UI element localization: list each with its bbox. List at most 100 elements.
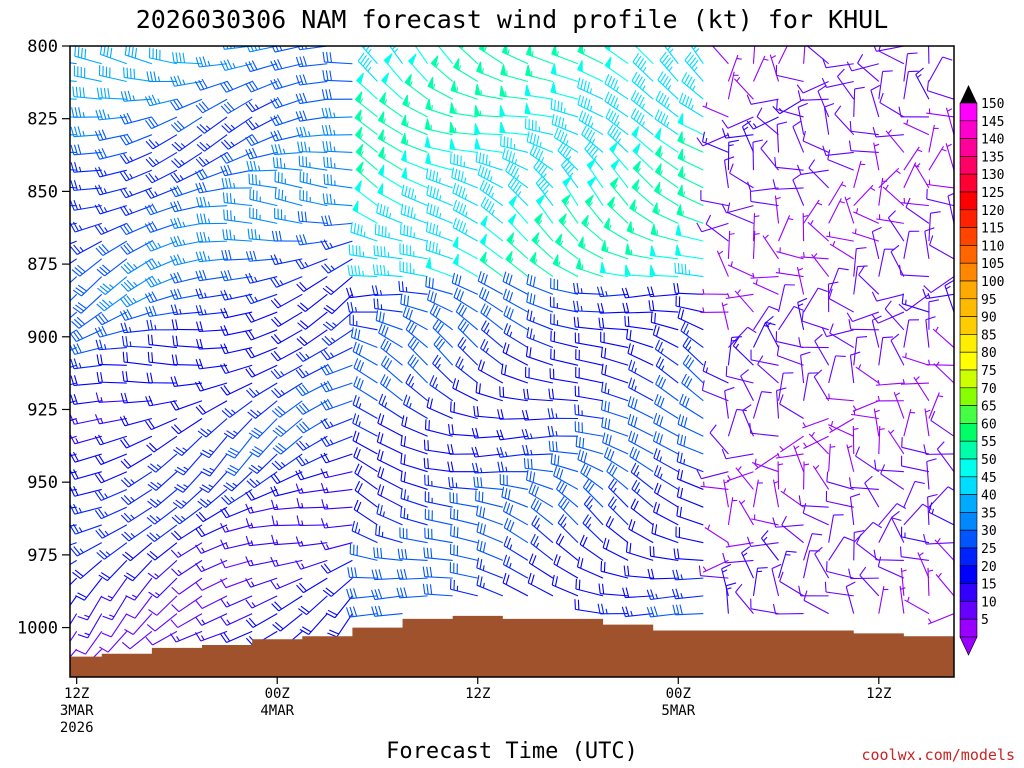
wind-barb	[793, 445, 805, 472]
wind-barb	[769, 54, 780, 82]
wind-barb	[628, 359, 654, 384]
wind-barb	[903, 319, 920, 348]
wind-barb	[220, 343, 253, 355]
colorbar-label: 65	[981, 400, 997, 415]
wind-barb	[525, 46, 554, 65]
wind-barb	[270, 293, 303, 309]
wind-barb	[903, 480, 925, 508]
wind-barb	[98, 560, 128, 582]
wind-barb	[321, 215, 353, 227]
wind-barb	[928, 56, 953, 82]
wind-barb	[377, 466, 403, 490]
wind-barb	[346, 588, 378, 600]
wind-barb	[271, 400, 303, 418]
wind-barb	[853, 336, 868, 366]
wind-barb	[432, 318, 454, 348]
colorbar-label: 130	[981, 168, 1004, 183]
wind-barb	[147, 489, 178, 508]
wind-barb	[825, 491, 854, 508]
wind-barb	[401, 415, 428, 437]
wind-barb	[812, 464, 830, 490]
wind-barb	[425, 221, 453, 242]
wind-barb	[477, 359, 504, 384]
wind-barb	[953, 73, 954, 82]
wind-barb	[934, 538, 954, 561]
wind-barb	[814, 546, 830, 579]
wind-barb	[885, 129, 905, 153]
wind-barb	[502, 342, 529, 366]
wind-barb	[70, 311, 78, 319]
wind-barb	[320, 435, 353, 448]
x-tick-label: 2026	[60, 720, 94, 736]
wind-barb	[407, 354, 429, 384]
colorbar-label: 20	[981, 560, 997, 575]
wind-barb	[550, 98, 579, 118]
wind-barb	[479, 179, 504, 207]
colorbar-swatch	[959, 583, 978, 602]
wind-barb	[195, 269, 228, 282]
wind-barb	[529, 251, 554, 278]
wind-barb	[928, 299, 940, 330]
colorbar-swatch	[959, 494, 978, 513]
wind-barb	[295, 56, 328, 68]
wind-barb	[476, 539, 504, 561]
wind-barb	[378, 92, 403, 118]
wind-barb	[425, 98, 453, 118]
wind-barb	[557, 514, 579, 544]
wind-barb	[96, 371, 127, 384]
wind-barb	[797, 90, 829, 101]
wind-barb	[120, 240, 153, 255]
wind-barb	[455, 302, 479, 331]
colorbar-label: 70	[981, 382, 997, 397]
wind-barb	[220, 539, 253, 550]
wind-barb	[677, 166, 704, 189]
colorbar-label: 120	[981, 204, 1004, 219]
wind-barb	[803, 372, 819, 401]
wind-barb	[377, 146, 403, 171]
wind-barb	[122, 351, 152, 366]
wind-barb	[70, 276, 78, 284]
wind-barb	[749, 191, 779, 207]
wind-barb	[296, 418, 328, 434]
wind-barb	[677, 184, 704, 207]
wind-barb	[94, 203, 127, 215]
wind-barb	[927, 613, 954, 625]
wind-barb	[245, 311, 278, 323]
wind-barb	[681, 72, 704, 100]
wind-barb	[648, 300, 679, 313]
wind-barb	[480, 320, 504, 348]
wind-barb	[377, 183, 403, 207]
wind-barb	[296, 497, 328, 509]
wind-barb	[823, 103, 835, 135]
wind-barb	[853, 247, 867, 277]
wind-barb	[711, 46, 729, 65]
wind-barb	[448, 423, 478, 437]
wind-barb	[148, 595, 178, 616]
wind-barb	[808, 159, 830, 189]
wind-barb	[455, 356, 479, 384]
wind-barb	[345, 287, 378, 299]
wind-barb	[272, 157, 303, 171]
wind-barb	[778, 550, 797, 579]
colorbar-label: 10	[981, 595, 997, 610]
wind-barb	[422, 566, 453, 579]
wind-barb	[580, 463, 604, 490]
wind-barb	[551, 574, 579, 597]
wind-barb	[350, 222, 378, 242]
wind-barb	[70, 434, 102, 445]
wind-barb	[407, 336, 429, 366]
wind-barb	[94, 222, 128, 235]
wind-barb	[726, 46, 729, 47]
wind-barb	[797, 102, 808, 135]
colorbar-label: 125	[981, 186, 1004, 201]
wind-barb	[245, 147, 278, 160]
wind-barb	[574, 421, 604, 437]
wind-barb	[120, 322, 152, 334]
wind-barb	[220, 289, 253, 301]
wind-barb	[375, 524, 403, 544]
wind-barb	[70, 126, 102, 138]
wind-barb	[377, 111, 403, 136]
wind-barb	[355, 161, 378, 189]
wind-barb	[803, 590, 829, 615]
colorbar-label: 5	[981, 613, 989, 628]
